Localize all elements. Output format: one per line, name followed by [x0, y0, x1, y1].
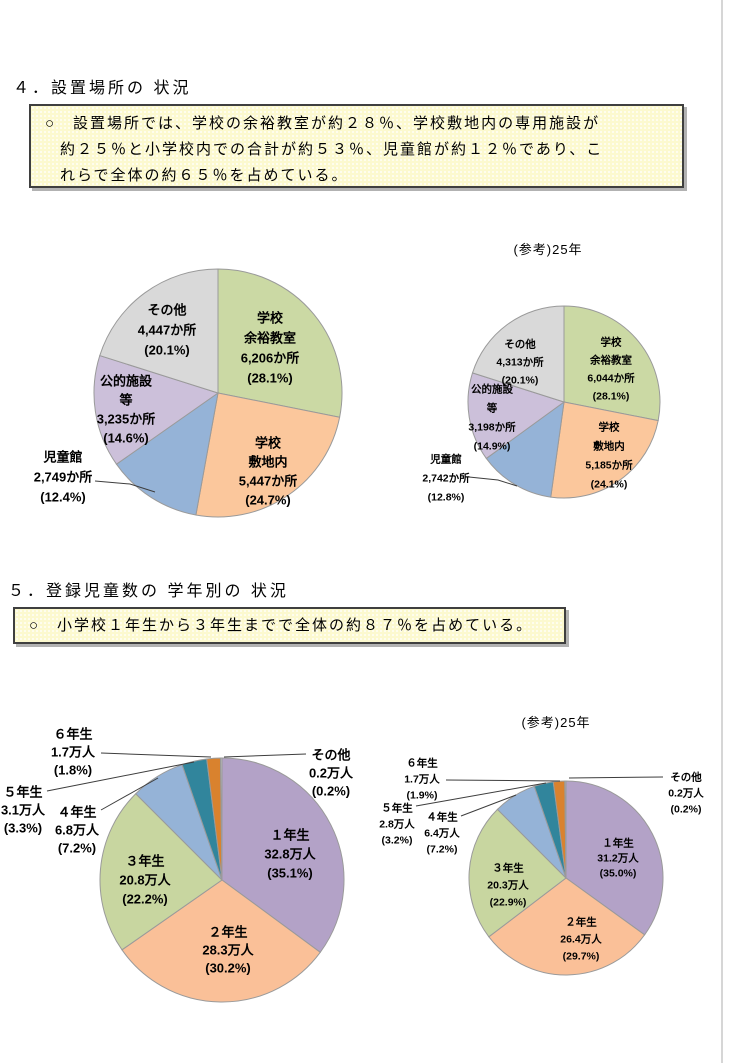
section4-note-line: れらで全体の約６５％を占めている。	[60, 167, 349, 184]
reference-year-label-location: (参考)25年	[513, 242, 583, 257]
pie-slice-label-２年生: ２年生 26.4万人(29.7%)	[560, 916, 602, 963]
pie-slice-学校敷地内	[550, 401, 659, 499]
pie-slice-３年生	[468, 808, 567, 938]
pie-slice-児童館	[485, 400, 565, 498]
pie-slice-３年生	[99, 793, 223, 951]
pie-slice-label-その他: その他 0.2万人(0.2%)	[668, 771, 704, 816]
pie-slice-その他	[99, 268, 219, 394]
pie-slice-label-１年生: １年生 31.2万人(35.0%)	[597, 837, 639, 880]
pie-slice-label-５年生: ５年生 3.1万人(3.3%)	[1, 785, 46, 836]
leader-line	[460, 794, 517, 817]
pie-slice-label-公的施設等: 公的施設等 3,198か所(14.9%)	[468, 382, 516, 452]
section5-note-line: ○ 小学校１年生から３年生までで全体の約８７％を占めている。	[29, 616, 534, 634]
pie-slice-label-学校敷地内: 学校敷地内 5,447か所(24.7%)	[239, 436, 298, 508]
pie-slice-label-その他: その他 4,313か所(20.1%)	[496, 337, 544, 386]
leader-line	[223, 753, 307, 758]
pie-slice-label-３年生: ３年生 20.3万人(22.9%)	[487, 862, 529, 909]
pie-slice-児童館	[115, 391, 219, 516]
pie-slice-その他	[219, 757, 223, 881]
leader-line	[94, 480, 156, 493]
pie-slice-label-児童館: 児童館 2,742か所(12.8%)	[422, 452, 470, 503]
leader-line	[568, 776, 664, 779]
pie-slice-label-６年生: ６年生 1.7万人(1.9%)	[404, 757, 440, 802]
section4-note-box: ○ 設置場所では、学校の余裕教室が約２８％、学校敷地内の専用施設が 約２５％と小…	[29, 104, 684, 188]
pie-slice-label-５年生: ５年生 2.8万人(3.2%)	[379, 802, 415, 847]
pie-slice-label-４年生: ４年生 6.8万人(7.2%)	[55, 805, 100, 856]
pie-slice-label-６年生: ６年生 1.7万人(1.8%)	[51, 727, 96, 778]
pie-slice-label-３年生: ３年生 20.8万人(22.2%)	[119, 854, 171, 907]
section5-note-box: ○ 小学校１年生から３年生までで全体の約８７％を占めている。	[13, 607, 566, 644]
leader-line	[46, 761, 195, 792]
section4-note-line: ○ 設置場所では、学校の余裕教室が約２８％、学校敷地内の専用施設が	[45, 115, 601, 132]
pie-slice-学校敷地内	[195, 392, 341, 518]
pie-slice-label-１年生: １年生 32.8万人(35.1%)	[264, 828, 316, 881]
reference-year-label-grade: (参考)25年	[521, 715, 591, 730]
pie-slice-２年生	[488, 877, 646, 976]
pie-slice-１年生	[565, 780, 664, 936]
leader-line	[100, 752, 212, 758]
pie-slice-label-２年生: ２年生 28.3万人(30.2%)	[202, 925, 254, 976]
pie-slice-label-学校余裕教室: 学校余裕教室 6,044か所(28.1%)	[587, 335, 635, 402]
section4-title: ４．設置場所の 状況	[13, 80, 192, 97]
pie-slice-１年生	[221, 757, 345, 954]
pie-slice-学校余裕教室	[217, 268, 343, 418]
pie-slice-その他	[471, 305, 565, 403]
pie-slice-label-その他: その他 4,447か所(20.1%)	[138, 303, 197, 358]
pie-slice-label-公的施設等: 公的施設等 3,235か所(14.6%)	[97, 374, 156, 446]
pie-slice-label-学校敷地内: 学校敷地内 5,185か所(24.1%)	[585, 420, 633, 490]
pie-slice-label-その他: その他 0.2万人(0.2%)	[309, 748, 354, 799]
leader-line	[445, 779, 561, 782]
pie-slice-label-児童館: 児童館 2,749か所(12.4%)	[34, 450, 93, 505]
leader-line	[415, 782, 547, 807]
section5-title: ５．登録児童数の 学年別の 状況	[8, 583, 289, 600]
page-right-edge-line	[721, 0, 723, 1063]
pie-slice-公的施設等	[467, 372, 566, 460]
pie-slice-学校余裕教室	[563, 305, 661, 422]
pie-slice-２年生	[121, 879, 321, 1003]
leader-line	[468, 476, 518, 487]
leader-line	[100, 777, 159, 811]
pie-grade-current: １年生 32.8万人(35.1%)２年生 28.3万人(30.2%) ３年生 20.8万…	[1, 727, 354, 1003]
pie-slice-label-学校余裕教室: 学校余裕教室 6,206か所(28.1%)	[241, 311, 300, 386]
pie-slice-label-４年生: ４年生 6.4万人(7.2%)	[424, 811, 460, 856]
section4-note-line: 約２５％と小学校内での合計が約５３％、児童館が約１２％であり、こ	[60, 141, 604, 158]
pie-location-current: 学校余裕教室 6,206か所(28.1%) 学校敷地内 5,447か所(24.7%) 児…	[34, 268, 343, 518]
pie-slice-その他	[564, 780, 567, 879]
pie-slice-公的施設等	[93, 354, 220, 465]
pie-grade-reference: １年生 31.2万人(35.0%) ２年生 26.4万人(29.7%) ３年生 20.3万…	[379, 757, 704, 976]
pie-location-reference: 学校余裕教室 6,044か所(28.1%) 学校敷地内 5,185か所(24.1%) 児…	[422, 305, 661, 503]
